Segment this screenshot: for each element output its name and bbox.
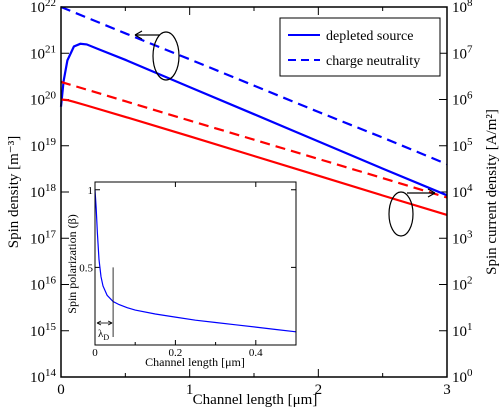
inset-tick-labels: 0 0.2 0.4 0.5 1	[79, 185, 263, 359]
y-right-tick-label: 106	[452, 90, 473, 109]
x-tick-label: 1	[186, 382, 194, 398]
main-tick-labels: 0 1 2 3101410151016101710181019102010211022…	[30, 0, 473, 398]
inset-y-tick-label: 0.5	[79, 262, 93, 274]
inset-x-axis-label: Channel length [μm]	[145, 355, 245, 369]
y-right-tick-label: 101	[452, 321, 473, 340]
y-right-tick-label: 107	[452, 43, 473, 62]
inset-y-tick-label: 1	[88, 185, 94, 197]
y-right-tick-label: 108	[452, 0, 473, 16]
x-tick-label: 0	[57, 382, 65, 398]
series-line-2	[60, 98, 448, 216]
inset-x-tick-label: 0.2	[169, 347, 183, 359]
y-axis-left-label: Spin density [m⁻³]	[6, 136, 22, 248]
series-line-3	[60, 80, 448, 199]
inset-series-line-0	[94, 189, 297, 333]
y-left-tick-label: 1014	[30, 367, 57, 386]
y-left-tick-label: 1018	[30, 182, 57, 201]
y-left-tick-label: 1017	[30, 228, 57, 247]
inset-x-tick-label: 0	[92, 347, 98, 359]
y-right-tick-label: 105	[452, 136, 473, 155]
y-axis-right-label: Spin current density [A/m²]	[484, 109, 500, 275]
inset-plot-frame	[94, 181, 297, 346]
legend-box	[279, 17, 441, 77]
y-left-tick-label: 1022	[30, 0, 56, 16]
lambda-d-annotation: λD	[96, 267, 114, 342]
inset-y-axis-label: Spin polarization (β)	[65, 214, 79, 313]
legend-label-depleted-source: depleted source	[326, 29, 413, 44]
x-axis-label: Channel length [μm]	[193, 392, 318, 408]
y-left-tick-label: 1020	[30, 90, 57, 109]
inset-x-tick-label: 0.4	[249, 347, 263, 359]
main-plot-frame	[60, 6, 448, 378]
inset-background	[95, 182, 296, 345]
y-right-tick-label: 102	[452, 275, 473, 294]
main-series-group	[59, 5, 448, 216]
y-right-tick-label: 103	[452, 228, 473, 247]
series-line-0	[59, 42, 448, 197]
y-right-tick-label: 104	[452, 182, 473, 201]
legend: depleted source charge neutrality	[279, 17, 441, 77]
y-left-tick-label: 1019	[30, 136, 57, 155]
series-line-1	[60, 5, 448, 166]
main-chart: 0 1 2 3101410151016101710181019102010211022…	[6, 0, 500, 408]
y-left-tick-label: 1021	[30, 43, 56, 62]
y-left-tick-label: 1016	[30, 275, 57, 294]
lambda-d-arrowheads-icon	[96, 320, 113, 326]
left-axis-indicator-ellipse	[152, 31, 180, 81]
lambda-d-label: λD	[98, 328, 109, 342]
y-right-tick-label: 100	[452, 367, 473, 386]
inset-chart: 0 0.2 0.4 0.5 1 Channel length [μm] Spin pol…	[65, 181, 297, 369]
legend-label-charge-neutrality: charge neutrality	[326, 54, 420, 69]
right-axis-indicator-ellipse	[388, 191, 414, 237]
right-arrowhead-icon	[427, 188, 436, 198]
x-tick-label: 2	[315, 382, 323, 398]
left-arrowhead-icon	[134, 30, 143, 40]
x-tick-label: 3	[443, 382, 451, 398]
y-left-tick-label: 1015	[30, 321, 57, 340]
inset-series-group	[94, 189, 297, 333]
